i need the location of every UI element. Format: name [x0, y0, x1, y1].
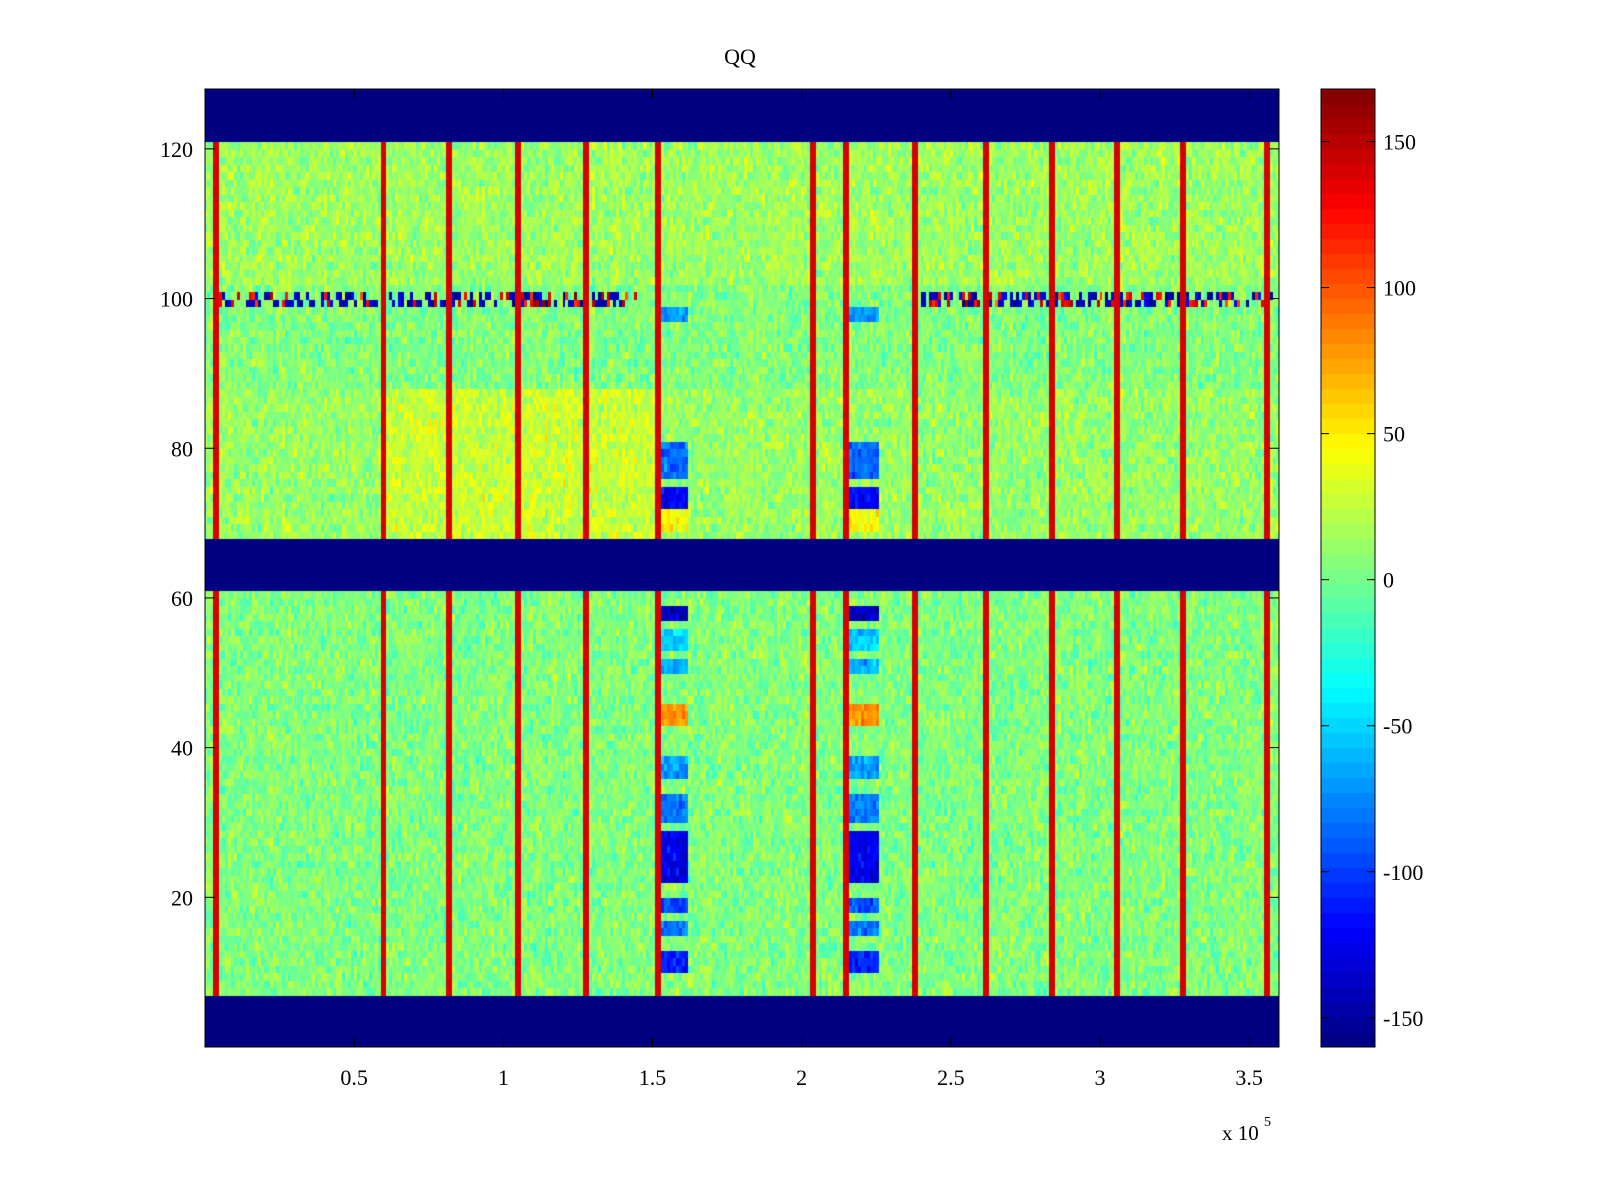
x-tick-label: 2.5: [937, 1065, 965, 1090]
colorbar-tick-label: -150: [1383, 1006, 1423, 1031]
colorbar-frame: [1320, 88, 1376, 1048]
y-tick-label: 120: [160, 137, 193, 162]
plot-frame: [204, 88, 1280, 1048]
x-tick-label: 1: [498, 1065, 509, 1090]
colorbar: 150 100 50 0 -50 -100 -150: [1320, 88, 1423, 1048]
y-tick-label: 60: [171, 586, 193, 611]
x-tick-label: 2: [796, 1065, 807, 1090]
x-tick-label: 1.5: [639, 1065, 667, 1090]
x-axis: 0.5 1 1.5 2 2.5 3 3.5: [340, 89, 1263, 1090]
y-axis: 20 40 60 80 100 120: [160, 137, 1279, 910]
y-tick-label: 100: [160, 287, 193, 312]
colorbar-tick-label: -100: [1383, 860, 1423, 885]
colorbar-tick-label: 0: [1383, 568, 1394, 593]
colorbar-tick-label: 100: [1383, 276, 1416, 301]
x-exponent-label: x 10 5: [1222, 1115, 1271, 1145]
colorbar-tick-label: -50: [1383, 714, 1412, 739]
y-tick-label: 40: [171, 736, 193, 761]
colorbar-ticks: 150 100 50 0 -50 -100 -150: [1321, 130, 1423, 1031]
y-tick-label: 20: [171, 885, 193, 910]
colorbar-tick-label: 150: [1383, 130, 1416, 155]
colorbar-gradient: [1321, 89, 1375, 1047]
x-exponent-power: 5: [1264, 1115, 1271, 1130]
x-exponent-base: x 10: [1222, 1121, 1259, 1145]
x-tick-label: 3.5: [1235, 1065, 1263, 1090]
x-tick-label: 3: [1095, 1065, 1106, 1090]
y-tick-label: 80: [171, 436, 193, 461]
chart-title: QQ: [724, 44, 756, 69]
x-tick-label: 0.5: [340, 1065, 368, 1090]
heatmap-image: [205, 89, 1279, 1047]
plot-area: [204, 88, 1280, 1048]
colorbar-tick-label: 50: [1383, 422, 1405, 447]
